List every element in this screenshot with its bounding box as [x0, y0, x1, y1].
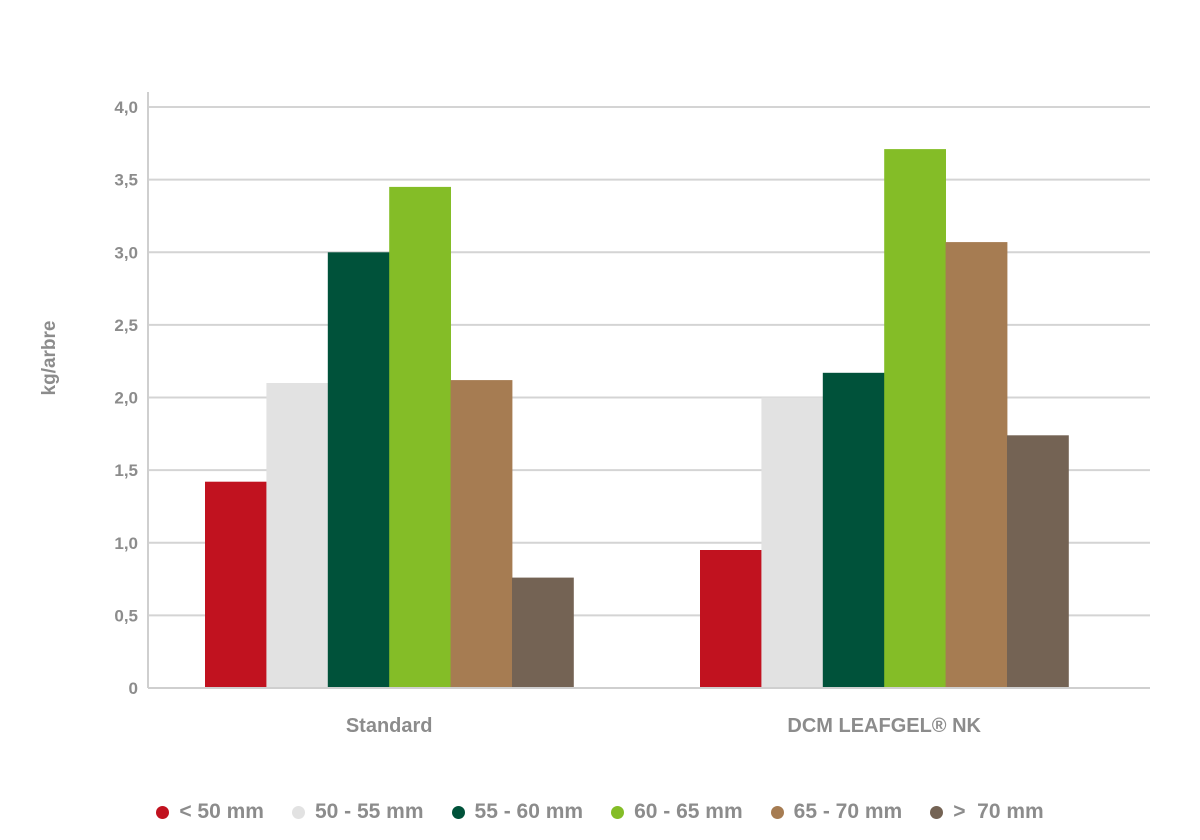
legend-swatch [770, 805, 784, 819]
bar [512, 577, 574, 688]
y-tick-label: 1,0 [114, 534, 138, 553]
legend-swatch [291, 805, 305, 819]
bar [450, 380, 513, 688]
legend-item: < 50 mm [156, 800, 264, 824]
y-axis-label: kg/arbre [39, 321, 60, 396]
legend-label: 50 - 55 mm [314, 800, 424, 823]
y-tick-label: 4,0 [114, 98, 138, 117]
legend-label: 55 - 60 mm [474, 800, 584, 823]
y-tick-label: 3,5 [114, 171, 138, 190]
category-label: DCM LEAFGEL® NK [787, 715, 981, 737]
y-tick-label: 0,5 [114, 606, 138, 625]
bar [761, 397, 824, 688]
y-tick-label: 2,5 [114, 316, 138, 335]
bar [1007, 435, 1069, 688]
category-label: Standard [346, 715, 433, 737]
bar [700, 550, 762, 688]
legend-item: 50 - 55 mm [291, 800, 424, 824]
bar [205, 481, 267, 688]
y-tick-label: 0 [129, 679, 138, 698]
category-labels: Standard DCM LEAFGEL® NK [346, 715, 982, 737]
legend-swatch [611, 805, 625, 819]
legend-swatch [156, 805, 170, 819]
legend-item: 65 - 70 mm [770, 800, 903, 824]
bar [822, 372, 885, 688]
legend-swatch [451, 805, 465, 819]
y-tick-labels: 0 0,5 1,0 1,5 2,0 2,5 3,0 3,5 4,0 [114, 98, 138, 698]
bar [945, 242, 1008, 688]
legend-item: 60 - 65 mm [611, 800, 743, 824]
y-tick-label: 1,5 [114, 461, 138, 480]
legend-label: 60 - 65 mm [634, 800, 743, 823]
bar [884, 149, 946, 689]
legend-item: > 70 mm [930, 800, 1044, 824]
legend-item: 55 - 60 mm [451, 800, 584, 824]
y-tick-label: 2,0 [114, 389, 138, 408]
legend-swatch [930, 805, 944, 819]
legend: < 50 mm 50 - 55 mm 55 - 60 mm 60 - 65 mm 65 … [0, 796, 1200, 828]
bars [205, 149, 1069, 689]
bar [266, 383, 329, 688]
legend-label: 65 - 70 mm [793, 800, 903, 823]
y-tick-label: 3,0 [114, 243, 138, 262]
bar [389, 186, 451, 688]
legend-label: < 50 mm [179, 800, 264, 823]
legend-label: > 70 mm [953, 800, 1044, 823]
bar [327, 252, 390, 689]
